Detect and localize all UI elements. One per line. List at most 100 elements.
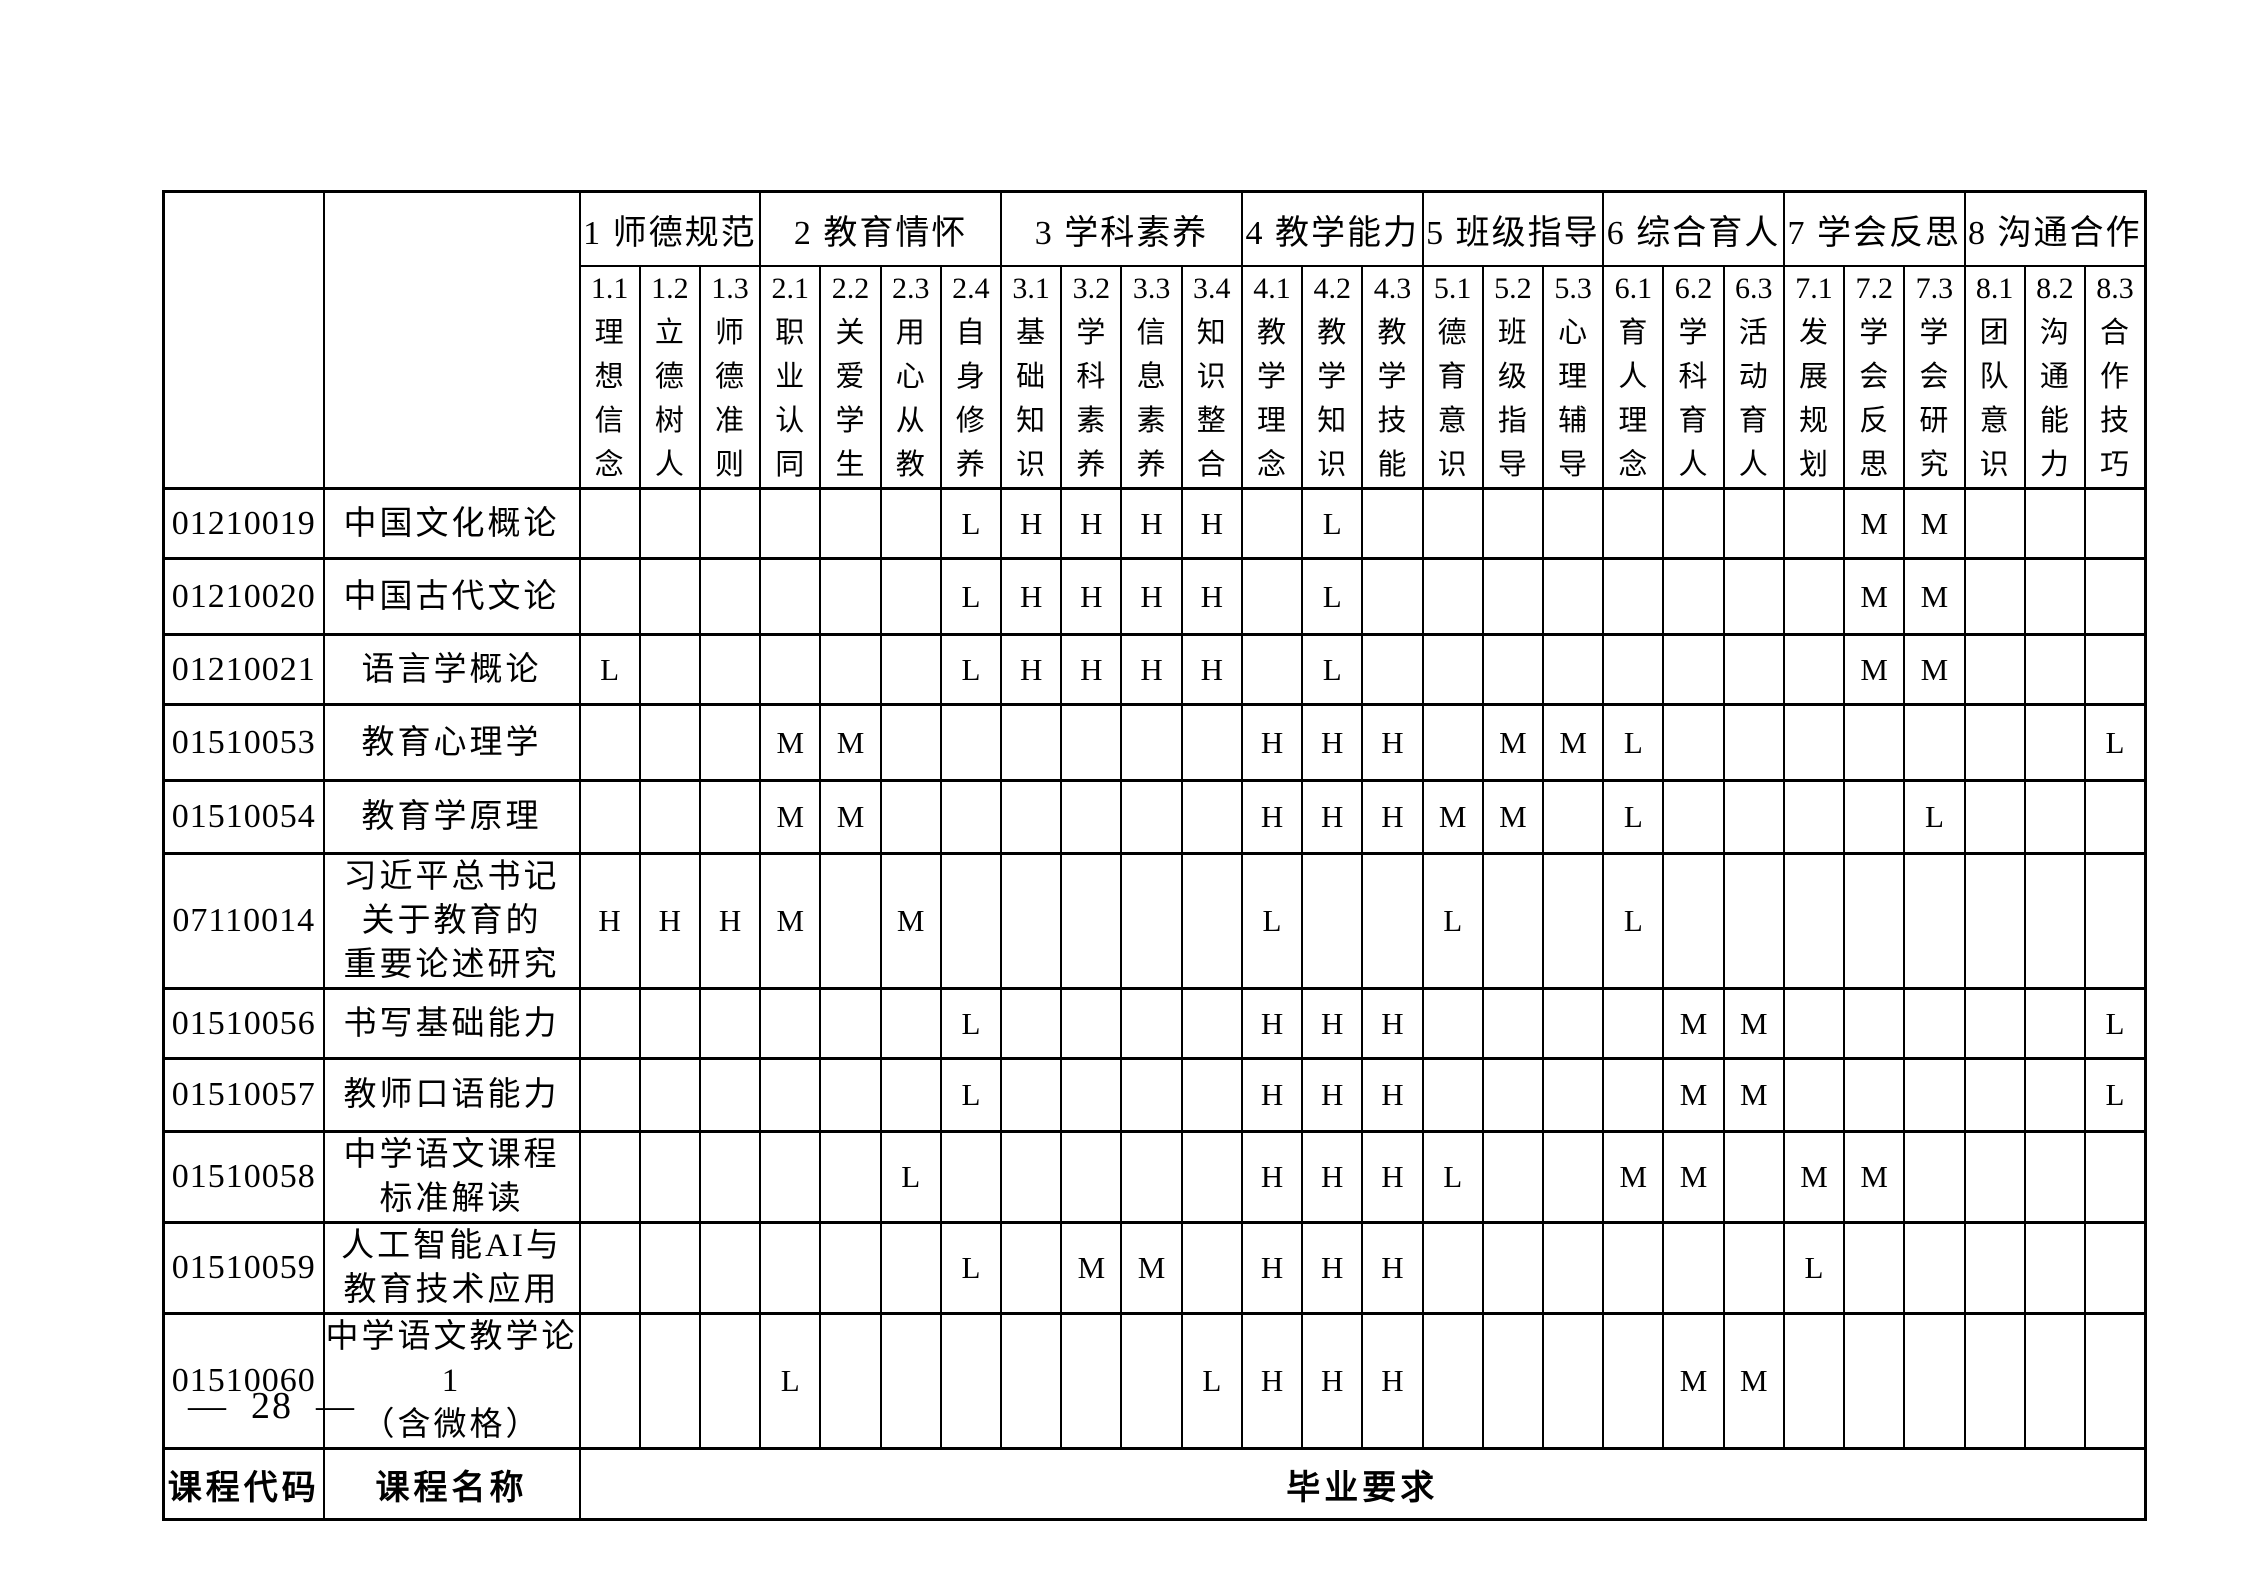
matrix-cell-01510053-7.3 xyxy=(1903,703,1966,782)
matrix-cell-01510058-3.2 xyxy=(1060,1130,1123,1224)
subcolumn-header-5.3: 5.3 心理 辅导 xyxy=(1541,265,1605,490)
subcolumn-id: 5.2 xyxy=(1494,272,1532,305)
footer-requirement-label: 毕业要求 xyxy=(578,1447,2147,1521)
matrix-header: 1 师德规范 2 教育情怀 3 学科素养 4 教学能力 5 班级指导 6 综合育人 7 学会… xyxy=(162,190,2147,490)
course-name-line: 教育心理学 xyxy=(361,724,542,761)
matrix-cell-01510059-2.2 xyxy=(819,1221,882,1315)
subcolumn-header-1.2: 1.2 立德 树人 xyxy=(638,265,701,490)
matrix-cell-01210020-8.3 xyxy=(2083,557,2147,636)
matrix-cell-01210021-5.2 xyxy=(1481,633,1545,706)
matrix-cell-01510060-2.4 xyxy=(939,1312,1003,1450)
matrix-cell-01210020-3.3: H xyxy=(1120,557,1183,636)
group-header-5: 5 班级指导 xyxy=(1421,190,1605,267)
matrix-cell-01510056-8.3: L xyxy=(2083,987,2147,1060)
matrix-cell-01210020-1.2 xyxy=(638,557,701,636)
subcolumn-label-line2: 育人 xyxy=(1738,405,1769,481)
matrix-cell-01210020-5.2 xyxy=(1481,557,1545,636)
subcolumn-label-line1: 班级 xyxy=(1497,317,1528,393)
matrix-cell-01510059-4.2: H xyxy=(1301,1221,1364,1315)
group-header-7: 7 学会反思 xyxy=(1782,190,1966,267)
matrix-cell-01510060-4.3: H xyxy=(1361,1312,1424,1450)
matrix-cell-01510056-1.1 xyxy=(578,987,641,1060)
subcolumn-id: 6.1 xyxy=(1614,272,1653,305)
matrix-cell-01510060-3.1 xyxy=(1000,1312,1063,1450)
matrix-cell-01510059-6.2 xyxy=(1662,1221,1725,1315)
matrix-cell-01210021-6.3 xyxy=(1722,633,1785,706)
matrix-cell-01510054-7.1 xyxy=(1782,779,1846,855)
matrix-cell-01210021-4.1 xyxy=(1240,633,1304,706)
subcolumn-label-line2: 整合 xyxy=(1196,405,1227,481)
matrix-cell-01210021-4.2: L xyxy=(1301,633,1364,706)
matrix-cell-01510053-8.2 xyxy=(2023,703,2086,782)
matrix-cell-01210021-2.2 xyxy=(819,633,882,706)
subcolumn-label-line2: 技巧 xyxy=(2099,405,2130,481)
subcolumn-label-line2: 准则 xyxy=(715,405,746,481)
matrix-cell-01510059-1.1 xyxy=(578,1221,641,1315)
matrix-cell-01210021-5.3 xyxy=(1541,633,1605,706)
matrix-cell-01510054-2.1: M xyxy=(759,779,822,855)
course-requirement-matrix: 1 师德规范 2 教育情怀 3 学科素养 4 教学能力 5 班级指导 6 综合育人 7 学会… xyxy=(162,190,2147,1521)
subcolumn-label-line1: 教学 xyxy=(1377,317,1408,393)
matrix-cell-01510056-1.2 xyxy=(638,987,701,1060)
matrix-cell-01510060-2.2 xyxy=(819,1312,882,1450)
course-name-line: 习近平总书记 xyxy=(343,859,560,895)
matrix-cell-01510057-4.1: H xyxy=(1240,1057,1304,1133)
matrix-cell-07110014-3.3 xyxy=(1120,852,1183,990)
course-name-cell: 教师口语能力 xyxy=(322,1057,581,1133)
subcolumn-label-line1: 教学 xyxy=(1257,317,1288,393)
subcolumn-header-4.2: 4.2 教学 知识 xyxy=(1301,265,1364,490)
matrix-cell-07110014-3.2 xyxy=(1060,852,1123,990)
subcolumn-label-line2: 能力 xyxy=(2039,405,2070,481)
matrix-cell-01210020-6.2 xyxy=(1662,557,1725,636)
matrix-cell-01510053-2.4 xyxy=(939,703,1003,782)
matrix-cell-07110014-1.3: H xyxy=(698,852,762,990)
matrix-cell-01510056-3.1 xyxy=(1000,987,1063,1060)
matrix-cell-01510053-6.1: L xyxy=(1602,703,1665,782)
matrix-cell-01510053-5.2: M xyxy=(1481,703,1545,782)
matrix-cell-01510053-5.3: M xyxy=(1541,703,1605,782)
footer-name-label: 课程名称 xyxy=(322,1447,581,1521)
matrix-cell-01510060-4.2: H xyxy=(1301,1312,1364,1450)
matrix-cell-01510057-6.1 xyxy=(1602,1057,1665,1133)
subcolumn-label-line2: 指导 xyxy=(1497,405,1528,481)
matrix-cell-01210021-7.2: M xyxy=(1843,633,1906,706)
course-name-cell: 习近平总书记 关于教育的 重要论述研究 xyxy=(322,852,581,990)
matrix-cell-01510057-2.3 xyxy=(879,1057,942,1133)
matrix-cell-01510056-3.3 xyxy=(1120,987,1183,1060)
sub-header-row: 1.1 理想 信念 1.2 立德 树人 1.3 师德 准则 2.1 职业 认同 2.2 关爱 学生 2.3 用心… xyxy=(164,265,2147,490)
matrix-cell-01210019-5.3 xyxy=(1541,487,1605,560)
subcolumn-id: 7.3 xyxy=(1915,272,1954,305)
matrix-cell-01510056-7.1 xyxy=(1782,987,1846,1060)
course-name-line: 中国文化概论 xyxy=(343,505,560,542)
matrix-cell-07110014-8.3 xyxy=(2083,852,2147,990)
subcolumn-label-line1: 团队 xyxy=(1979,317,2010,393)
matrix-cell-01510060-6.1 xyxy=(1602,1312,1665,1450)
matrix-cell-01210019-7.2: M xyxy=(1843,487,1906,560)
subcolumn-label-line1: 立德 xyxy=(654,317,685,393)
matrix-cell-01210020-3.4: H xyxy=(1180,557,1243,636)
matrix-cell-01510054-4.2: H xyxy=(1301,779,1364,855)
course-name-line: 书写基础能力 xyxy=(343,1005,560,1042)
course-name-line: 教育学原理 xyxy=(361,799,542,835)
matrix-cell-01210020-8.1 xyxy=(1963,557,2026,636)
course-name-cell: 书写基础能力 xyxy=(322,987,581,1060)
matrix-cell-01510057-3.4 xyxy=(1180,1057,1243,1133)
matrix-cell-01510054-7.2 xyxy=(1843,779,1906,855)
matrix-cell-01510053-3.4 xyxy=(1180,703,1243,782)
matrix-cell-01510054-1.1 xyxy=(578,779,641,855)
matrix-cell-01510060-3.3 xyxy=(1120,1312,1183,1450)
subcolumn-label-line1: 用心 xyxy=(895,317,926,393)
matrix-cell-07110014-7.3 xyxy=(1903,852,1966,990)
matrix-cell-01510056-5.2 xyxy=(1481,987,1545,1060)
course-name-cell: 语言学概论 xyxy=(322,633,581,706)
matrix-body: 01210019 中国文化概论 L H H H H L M M 01210020 中国古代文论 L H H H… xyxy=(162,487,2147,1521)
course-name-line: 标准解读 xyxy=(379,1181,524,1217)
matrix-cell-01510053-5.1 xyxy=(1421,703,1484,782)
course-code-cell: 01210021 xyxy=(162,633,325,706)
subcolumn-label-line2: 知识 xyxy=(1016,405,1047,481)
matrix-cell-01210021-6.1 xyxy=(1602,633,1665,706)
matrix-cell-07110014-6.2 xyxy=(1662,852,1725,990)
matrix-cell-01210020-7.1 xyxy=(1782,557,1846,636)
matrix-cell-01510059-8.1 xyxy=(1963,1221,2026,1315)
subcolumn-label-line2: 辅导 xyxy=(1558,405,1589,481)
